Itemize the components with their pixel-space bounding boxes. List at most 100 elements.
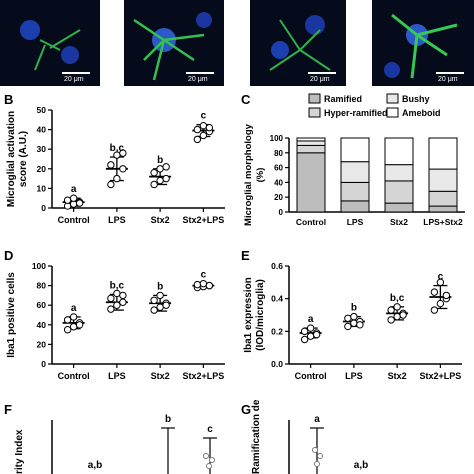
data-point <box>107 305 115 313</box>
data-point <box>393 312 401 321</box>
data-point <box>209 457 215 463</box>
y-tick-label: 0 <box>279 208 284 217</box>
data-point <box>156 303 164 311</box>
significance-letter: a,b <box>88 460 102 471</box>
data-point <box>63 196 72 204</box>
significance-letter: a <box>71 303 77 314</box>
bar-segment <box>296 152 326 213</box>
data-point <box>63 326 72 334</box>
data-point <box>107 180 115 189</box>
data-point <box>344 314 352 322</box>
y-tick-label: 40 <box>37 320 47 330</box>
data-point <box>150 296 158 304</box>
panel-d-plot: D Iba1 positive cells 0 20 40 60 80 100 Control a… <box>4 248 225 381</box>
panel-letter: E <box>241 248 250 263</box>
bar-segment <box>428 190 458 207</box>
data-point <box>312 330 321 339</box>
data-point <box>150 306 158 314</box>
data-point <box>300 327 309 336</box>
x-tick-label: LPS <box>347 217 364 227</box>
y-tick-label: 50 <box>37 105 47 115</box>
scale-label: 20 μm <box>188 76 208 83</box>
data-point <box>399 311 407 319</box>
x-tick-label: Stx2+LPS <box>182 371 224 381</box>
data-point <box>436 299 445 308</box>
y-axis-label: (%) <box>255 168 266 183</box>
x-tick-label: LPS+Stx2 <box>423 217 463 227</box>
y-tick-label: 20 <box>37 339 47 349</box>
data-point <box>205 123 214 132</box>
y-tick-label: 10 <box>37 183 47 193</box>
data-point <box>199 131 208 140</box>
micrograph-control: 20 μm <box>0 0 100 86</box>
x-tick-label: Control <box>295 371 327 381</box>
x-tick-label: LPS <box>345 371 363 381</box>
data-point <box>162 163 170 171</box>
legend-swatch <box>308 107 321 118</box>
data-point <box>162 174 170 183</box>
microscopy-strip: 20 μm 20 μm 20 μm 20 μm <box>0 0 474 86</box>
legend-swatch <box>386 93 399 104</box>
panel-letter: D <box>4 248 13 263</box>
data-point <box>199 121 208 130</box>
bar-segment <box>428 137 458 170</box>
micrograph-stx2-lps: 20 μm <box>372 0 474 86</box>
x-tick-label: Stx2 <box>151 215 170 225</box>
bar-segment <box>340 137 370 163</box>
scale-bar <box>436 72 464 74</box>
bar-segment <box>384 164 414 182</box>
scale-label: 20 μm <box>438 76 458 83</box>
y-axis-label: Iba1 positive cells <box>6 272 17 358</box>
y-tick-label: 0.4 <box>271 294 283 304</box>
data-point <box>203 453 209 459</box>
significance-letter: b <box>157 155 163 166</box>
x-tick-label: Control <box>58 215 90 225</box>
data-point <box>300 335 309 344</box>
bar-segment <box>340 200 370 213</box>
y-axis-label: score (A.U.) <box>18 131 29 187</box>
data-point <box>312 447 318 453</box>
scale-label: 20 μm <box>310 76 330 83</box>
y-tick-label: 40 <box>37 125 47 135</box>
significance-letter: b <box>351 303 357 314</box>
scale-label: 20 μm <box>64 76 84 83</box>
significance-letter: a <box>314 414 320 425</box>
scale-bar <box>308 72 336 74</box>
data-point <box>442 291 451 300</box>
data-point <box>356 321 364 329</box>
data-point <box>193 280 202 289</box>
y-axis-label: Microglial activation <box>6 111 17 207</box>
y-tick-label: 100 <box>270 134 284 143</box>
bar-segment <box>296 144 326 154</box>
data-point <box>162 301 170 309</box>
y-axis-label: (IOD/microglia) <box>255 279 266 351</box>
significance-letter: a,b <box>354 460 368 471</box>
panel-letter: G <box>241 402 251 417</box>
bar-segment <box>384 180 414 204</box>
bar-segment <box>428 168 458 192</box>
y-tick-label: 20 <box>274 193 283 202</box>
data-point <box>193 125 202 134</box>
y-tick-label: 0.0 <box>271 359 283 369</box>
data-point <box>75 199 84 207</box>
bar-segment <box>340 181 370 202</box>
significance-letter: c <box>201 270 207 281</box>
legend-swatch <box>308 93 321 104</box>
bar-segment <box>296 140 326 146</box>
bar-segment <box>384 202 414 213</box>
data-point <box>314 461 320 467</box>
x-tick-label: Control <box>296 217 326 227</box>
data-point <box>205 281 214 290</box>
data-point <box>75 321 84 329</box>
data-point <box>113 174 121 183</box>
panel-letter: B <box>4 92 13 107</box>
data-point <box>113 301 121 309</box>
y-tick-label: 80 <box>274 149 283 158</box>
legend-label: Ramified <box>324 94 362 104</box>
y-axis-label: rity Index <box>14 429 25 474</box>
data-point <box>156 165 164 173</box>
data-point <box>393 303 401 311</box>
data-point <box>206 463 212 469</box>
x-tick-label: LPS <box>108 371 126 381</box>
